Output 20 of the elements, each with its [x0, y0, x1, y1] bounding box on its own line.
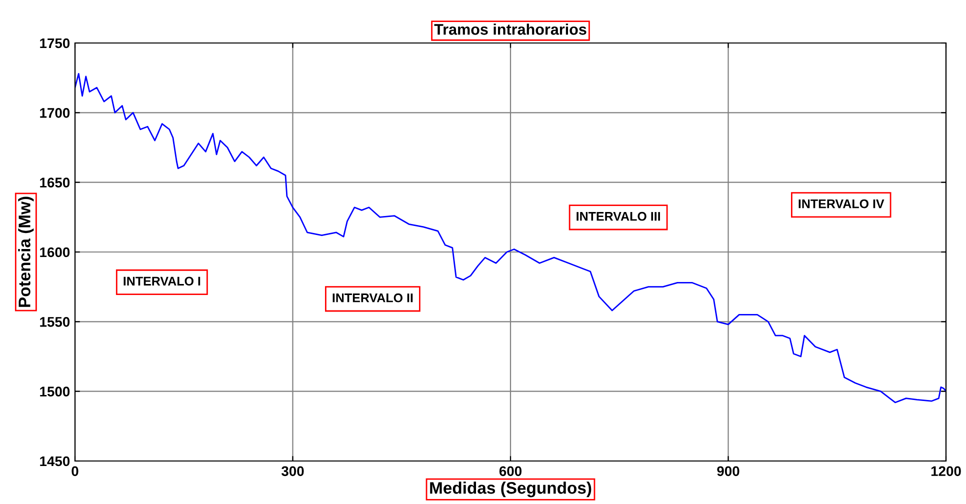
y-tick-label: 1650 — [40, 178, 70, 188]
annotation: INTERVALO IV — [798, 199, 884, 208]
y-axis-title: Potencia (Mw) — [18, 196, 34, 307]
x-axis-title: Medidas (Segundos) — [430, 482, 592, 498]
y-tick-label: 1700 — [40, 108, 70, 118]
y-tick-label: 1600 — [40, 247, 70, 258]
y-tick-label: 1550 — [40, 317, 70, 327]
y-tick-label: 1750 — [40, 38, 70, 48]
annotation: INTERVALO I — [124, 276, 200, 286]
annotation: INTERVALO II — [332, 293, 413, 302]
chart-title: Tramos intrahorarios — [434, 24, 586, 35]
y-tick-label: 1450 — [40, 456, 70, 466]
x-tick-label: 900 — [717, 466, 740, 476]
annotation: INTERVALO III — [576, 212, 660, 221]
x-tick-label: 600 — [499, 466, 522, 476]
x-tick-label: 300 — [281, 466, 304, 476]
line-series — [75, 72, 946, 404]
y-tick-label: 1500 — [40, 386, 70, 397]
x-tick-label: 0 — [72, 466, 78, 476]
x-tick-label: 1200 — [931, 466, 961, 476]
